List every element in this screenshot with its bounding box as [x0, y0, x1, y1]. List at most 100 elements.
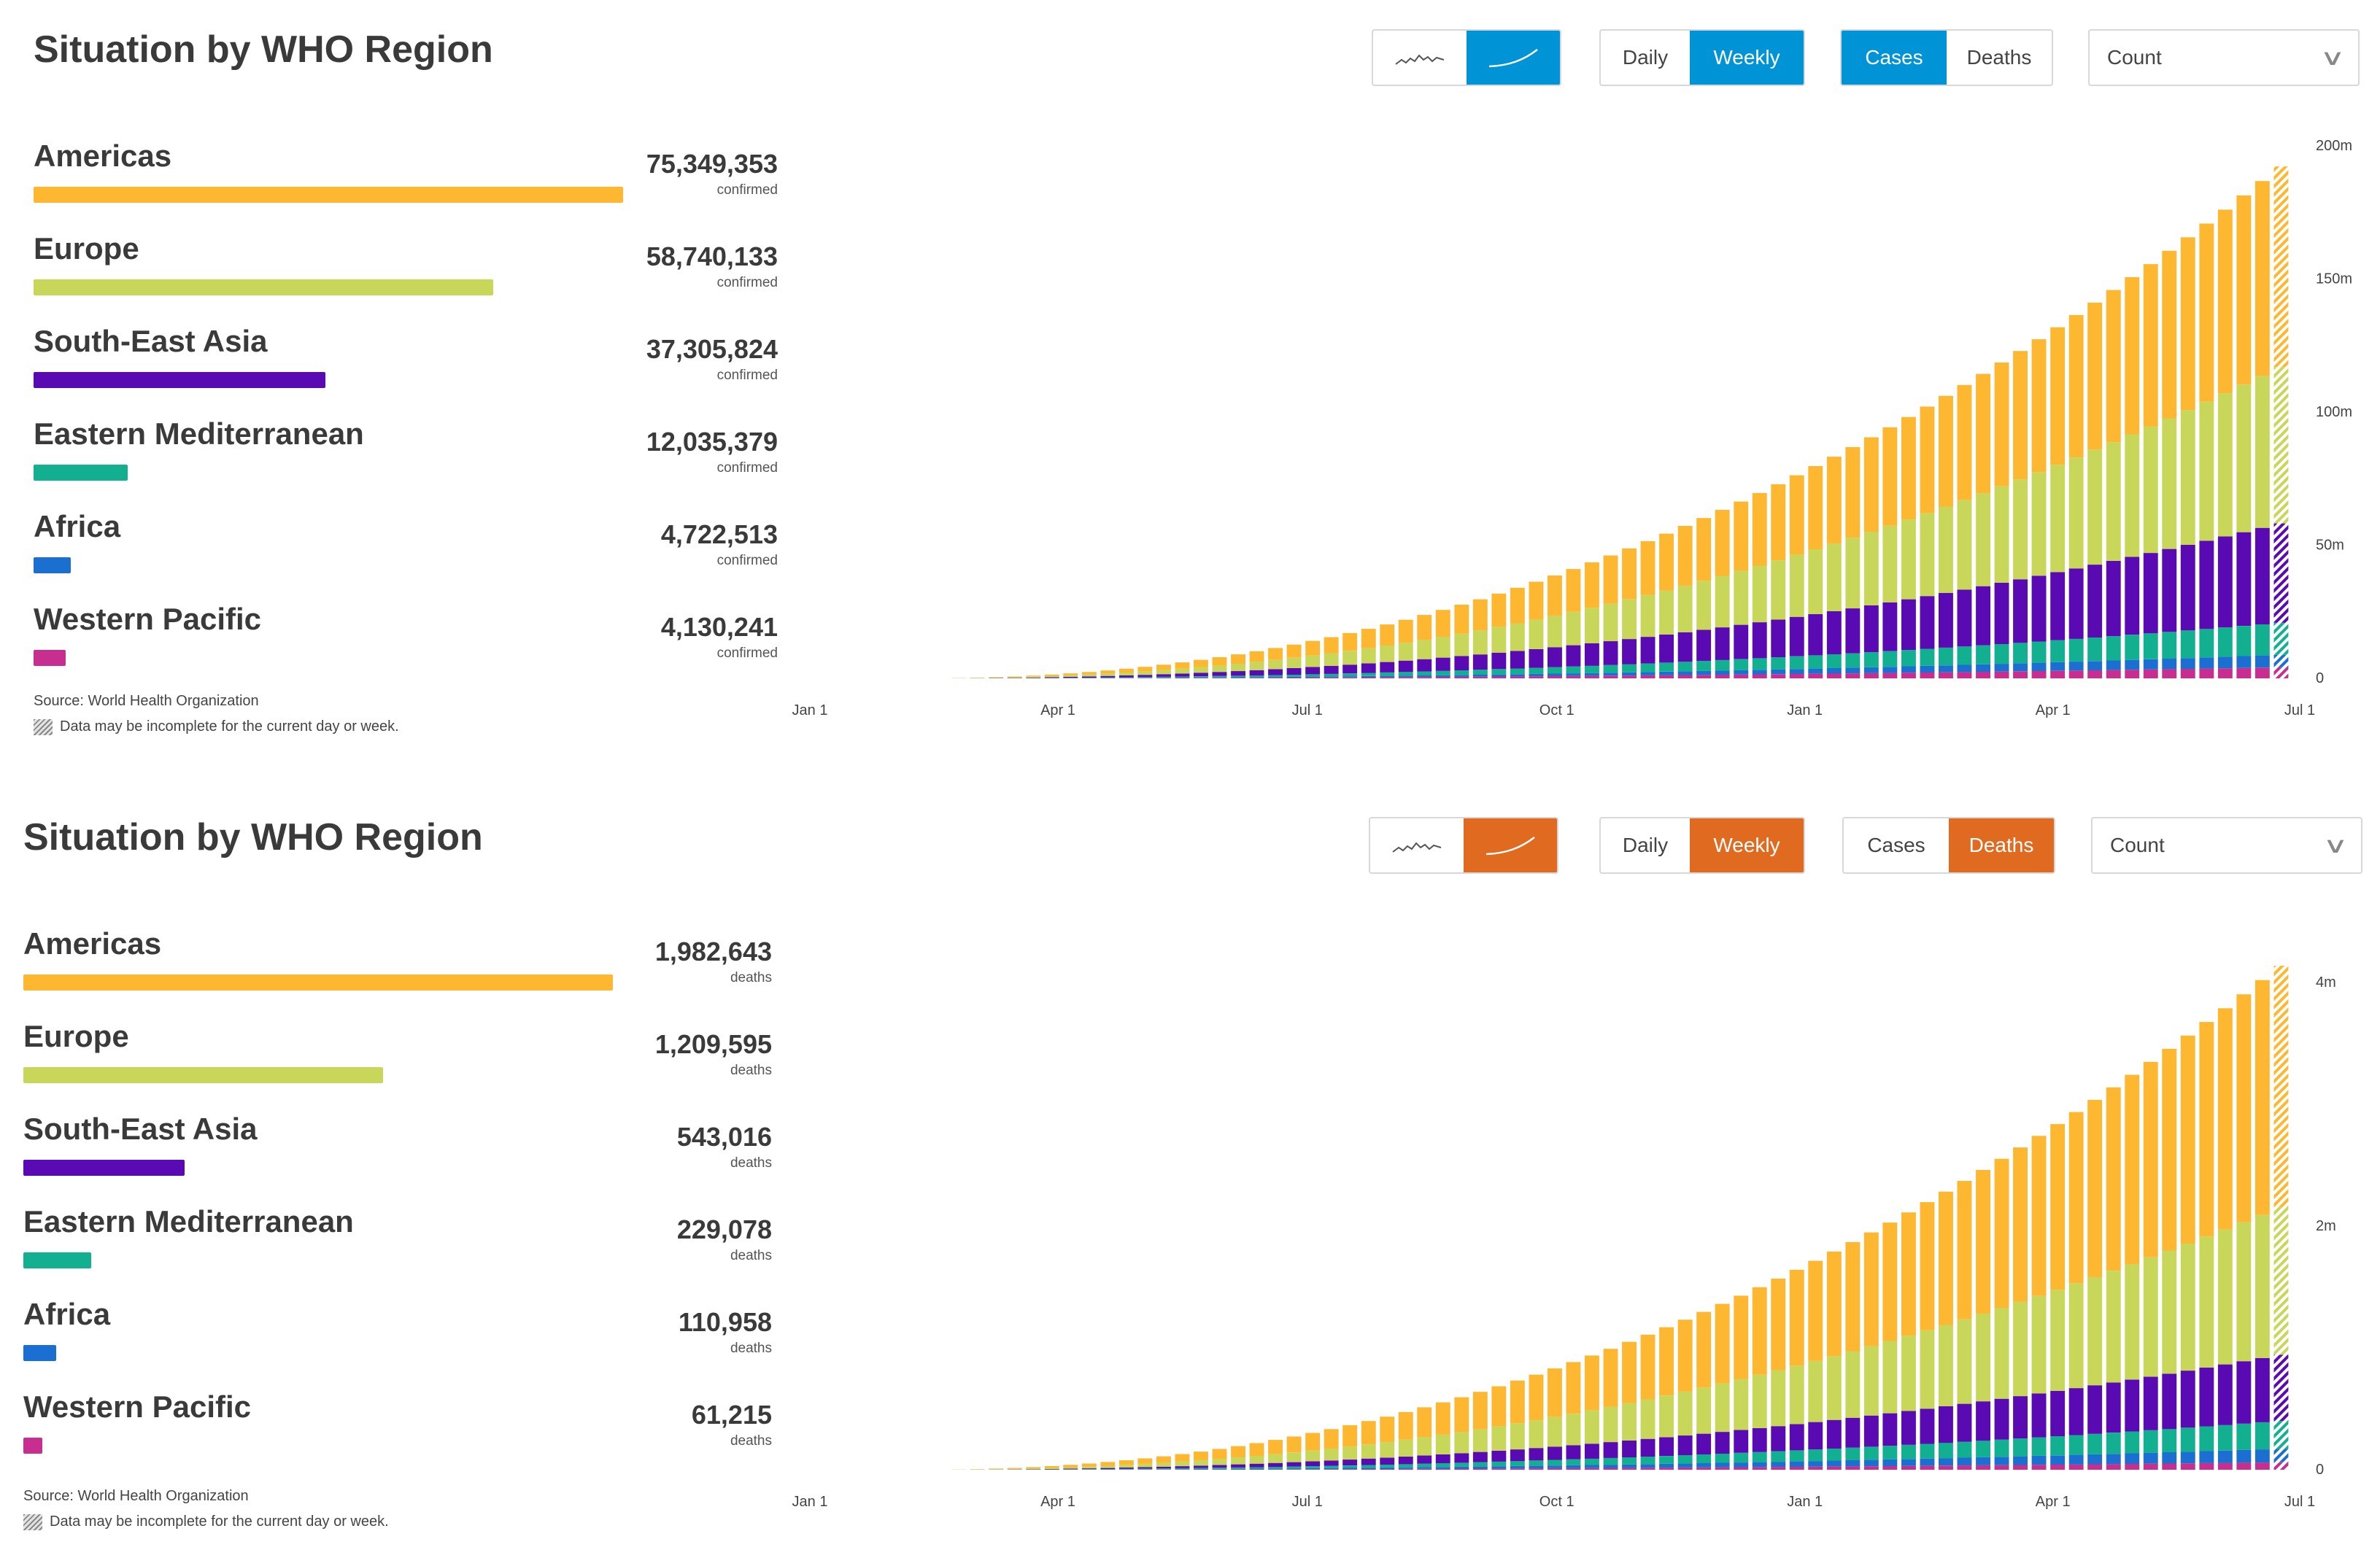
bar-segment-eastern-mediterranean: [2087, 637, 2102, 661]
period-button-weekly[interactable]: Weekly: [1690, 818, 1804, 872]
bar-segment-south-east-asia: [1175, 673, 1190, 676]
chart-style-button[interactable]: [1464, 818, 1557, 872]
bar-segment-africa: [1696, 1463, 1711, 1468]
bar-segment-europe: [2069, 457, 2084, 568]
bar-segment-eastern-mediterranean: [1287, 675, 1302, 677]
bar-segment-eastern-mediterranean: [1529, 1460, 1544, 1465]
bar-segment-europe: [2236, 384, 2251, 532]
chart-style-button[interactable]: [1370, 818, 1464, 872]
bar-segment-western-pacific: [2255, 1462, 2270, 1470]
y-tick-label: 200m: [2316, 138, 2352, 154]
x-tick-label: Jan 1: [1787, 702, 1823, 718]
bar-segment-western-pacific: [1901, 673, 1916, 678]
bar-segment-europe: [1082, 675, 1097, 677]
bar-segment-africa: [1604, 1465, 1618, 1468]
bar-segment-south-east-asia: [2013, 1396, 2028, 1438]
bar-segment-western-pacific: [1585, 1468, 1599, 1470]
bar-segment-africa: [2274, 655, 2289, 667]
bar-segment-western-pacific: [2236, 668, 2251, 678]
chart-style-button[interactable]: [1373, 31, 1467, 85]
metric-button-deaths[interactable]: Deaths: [1949, 818, 2054, 872]
region-bar: [23, 1345, 56, 1361]
bar-segment-africa: [2199, 657, 2214, 668]
bar-segment-americas: [1175, 662, 1190, 669]
bar-segment-western-pacific: [1808, 674, 1823, 678]
metric-button-cases[interactable]: Cases: [1844, 818, 1949, 872]
bar-segment-europe: [1882, 526, 1897, 602]
curve-icon: [1488, 47, 1539, 69]
region-bar: [34, 187, 623, 203]
bar-segment-europe: [1753, 566, 1767, 623]
bar-segment-africa: [1622, 673, 1637, 675]
period-button-weekly[interactable]: Weekly: [1690, 31, 1804, 85]
scale-dropdown[interactable]: Count∨: [2091, 817, 2362, 874]
bar-segment-western-pacific: [2181, 669, 2195, 678]
bar-segment-europe: [1250, 1456, 1264, 1464]
bar-segment-western-pacific: [1417, 1469, 1432, 1470]
bar-segment-americas: [2199, 224, 2214, 402]
metric-button-cases[interactable]: Cases: [1842, 31, 1947, 85]
bar-segment-americas: [1882, 427, 1897, 526]
bar-segment-europe: [1045, 1468, 1059, 1469]
bar-segment-africa: [2162, 659, 2176, 669]
bar-segment-eastern-mediterranean: [1920, 649, 1935, 666]
bar-segment-europe: [1696, 581, 1711, 629]
bar-segment-eastern-mediterranean: [2069, 639, 2084, 662]
bar-segment-eastern-mediterranean: [1958, 646, 1972, 664]
bar-segment-europe: [1939, 507, 1953, 593]
bar-segment-americas: [1827, 1252, 1842, 1356]
bar-segment-americas: [1008, 677, 1022, 678]
bar-segment-europe: [1250, 662, 1264, 670]
bar-segment-africa: [1491, 675, 1506, 677]
bar-segment-europe: [1305, 1451, 1320, 1462]
bar-segment-south-east-asia: [1287, 1462, 1302, 1467]
bar-segment-africa: [2144, 659, 2158, 670]
curve-icon: [1485, 834, 1536, 856]
bar-segment-south-east-asia: [1882, 1414, 1897, 1446]
bar-segment-south-east-asia: [1137, 675, 1152, 677]
bar-segment-western-pacific: [2050, 671, 2065, 678]
bar-segment-africa: [1156, 1469, 1171, 1470]
bar-segment-europe: [2236, 1222, 2251, 1362]
bar-segment-south-east-asia: [2181, 545, 2195, 630]
scale-dropdown[interactable]: Count∨: [2088, 29, 2360, 86]
period-button-daily[interactable]: Daily: [1601, 31, 1690, 85]
metric-button-deaths[interactable]: Deaths: [1947, 31, 2052, 85]
bar-segment-africa: [1734, 1462, 1748, 1467]
bar-segment-africa: [1790, 669, 1804, 674]
bar-segment-south-east-asia: [1753, 1428, 1767, 1452]
bar-segment-eastern-mediterranean: [1566, 1460, 1581, 1465]
bar-segment-americas: [2274, 166, 2289, 367]
bar-segment-western-pacific: [1548, 1468, 1562, 1470]
hatch-icon: [23, 1514, 42, 1530]
page-title: Situation by WHO Region: [23, 815, 483, 859]
bar-segment-eastern-mediterranean: [1491, 669, 1506, 674]
bar-segment-eastern-mediterranean: [1399, 672, 1413, 675]
bar-segment-africa: [1958, 665, 1972, 673]
bar-segment-south-east-asia: [1641, 637, 1655, 664]
bar-segment-africa: [2218, 656, 2233, 668]
bar-segment-europe: [1194, 1460, 1208, 1465]
bar-segment-south-east-asia: [2181, 1371, 2195, 1427]
bar-segment-americas: [1529, 582, 1544, 620]
bar-segment-africa: [1939, 665, 1953, 673]
bar-segment-americas: [1436, 1403, 1450, 1435]
bar-segment-eastern-mediterranean: [1436, 1463, 1450, 1467]
bar-segment-western-pacific: [1566, 1468, 1581, 1470]
bar-segment-eastern-mediterranean: [2069, 1435, 2084, 1454]
bar-segment-africa: [1901, 667, 1916, 673]
bar-segment-eastern-mediterranean: [1753, 1452, 1767, 1462]
bar-segment-south-east-asia: [2032, 1394, 2047, 1438]
bar-segment-eastern-mediterranean: [1324, 674, 1339, 677]
region-name: Eastern Mediterranean: [34, 416, 364, 451]
bar-segment-americas: [1901, 1212, 1916, 1336]
bar-segment-africa: [1995, 664, 2009, 672]
bar-segment-europe: [1920, 1330, 1935, 1408]
chart-style-button[interactable]: [1467, 31, 1560, 85]
bar-segment-africa: [1194, 1469, 1208, 1470]
bar-segment-south-east-asia: [1901, 1411, 1916, 1445]
period-button-daily[interactable]: Daily: [1601, 818, 1690, 872]
bar-segment-americas: [2050, 1124, 2065, 1290]
